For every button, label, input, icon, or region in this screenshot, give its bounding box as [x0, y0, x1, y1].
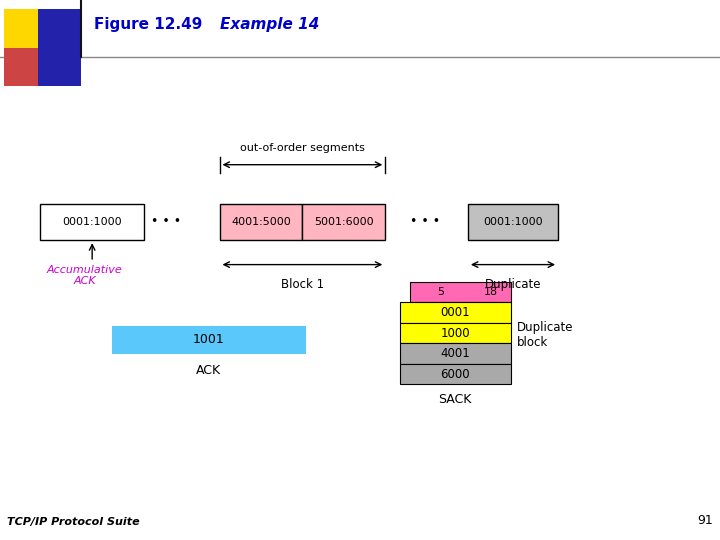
Bar	[302, 204, 385, 240]
Bar	[400, 343, 511, 364]
Bar	[400, 364, 511, 384]
Bar	[4, 48, 38, 86]
Bar	[400, 302, 511, 323]
Bar	[410, 282, 511, 302]
Text: SACK: SACK	[438, 393, 472, 406]
Text: 91: 91	[697, 514, 713, 526]
Text: TCP/IP Protocol Suite: TCP/IP Protocol Suite	[7, 516, 140, 526]
Text: Duplicate
block: Duplicate block	[517, 321, 573, 349]
Text: 0001:1000: 0001:1000	[62, 217, 122, 227]
Bar	[38, 9, 81, 86]
Text: • • •: • • •	[150, 215, 181, 228]
Bar	[220, 204, 302, 240]
Text: ACK: ACK	[197, 364, 221, 377]
Text: Duplicate: Duplicate	[485, 278, 541, 291]
Text: Accumulative
ACK: Accumulative ACK	[47, 265, 123, 286]
Text: Block 1: Block 1	[281, 278, 324, 291]
Text: 1001: 1001	[193, 333, 225, 346]
Text: 0001: 0001	[441, 306, 470, 319]
Text: 6000: 6000	[441, 368, 470, 381]
Text: 5001:6000: 5001:6000	[314, 217, 374, 227]
Text: 4001: 4001	[441, 347, 470, 360]
Text: 18: 18	[484, 287, 498, 297]
Text: 4001:5000: 4001:5000	[231, 217, 291, 227]
Text: 5: 5	[437, 287, 444, 297]
Text: 1000: 1000	[441, 327, 470, 340]
Text: out-of-order segments: out-of-order segments	[240, 143, 365, 153]
Text: Figure 12.49: Figure 12.49	[94, 17, 202, 32]
Text: 0001:1000: 0001:1000	[483, 217, 543, 227]
Bar	[112, 326, 306, 354]
Bar	[400, 323, 511, 343]
Text: • • •: • • •	[410, 215, 440, 228]
Bar	[40, 204, 144, 240]
Text: Example 14: Example 14	[220, 17, 319, 32]
Bar	[468, 204, 558, 240]
Bar	[4, 9, 38, 48]
